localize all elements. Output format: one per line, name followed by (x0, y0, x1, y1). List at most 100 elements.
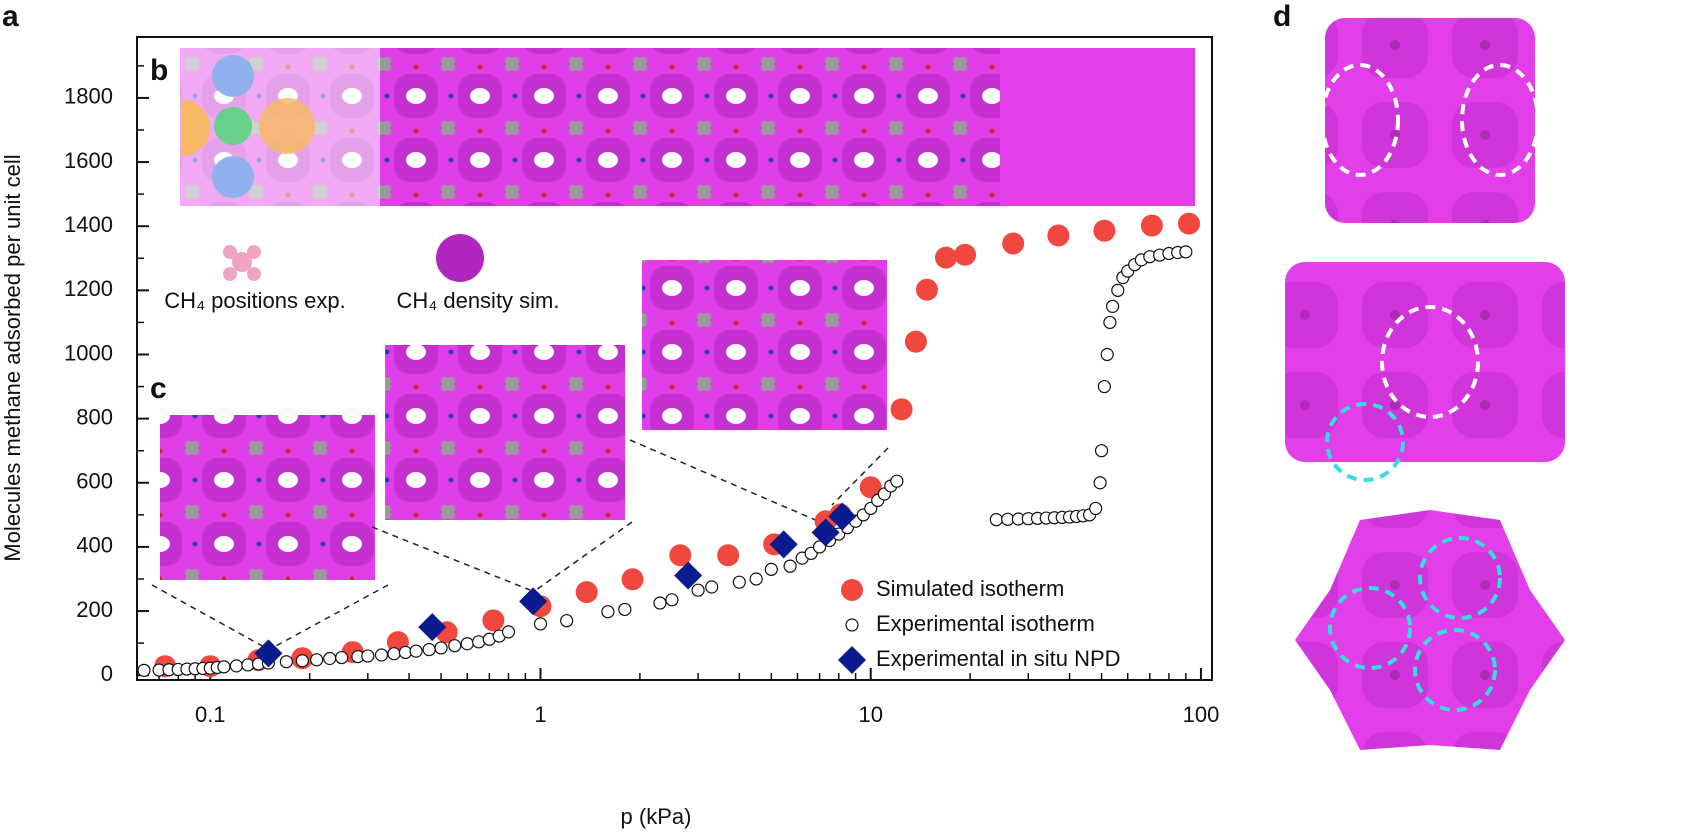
legend-marker (838, 646, 866, 674)
data-point (229, 659, 244, 673)
data-point (1002, 232, 1025, 255)
site (212, 156, 254, 198)
inset-structure (642, 260, 887, 430)
data-point (137, 663, 151, 677)
data-point (934, 246, 957, 269)
y-tick-label: 800 (76, 404, 113, 429)
legend-marker (845, 618, 859, 632)
strip-dense (1000, 48, 1195, 206)
data-point (409, 644, 423, 658)
data-point (915, 278, 938, 301)
data-point (1094, 444, 1109, 458)
data-point (1093, 476, 1107, 490)
data-point (749, 572, 763, 586)
data-point (1047, 224, 1070, 247)
data-point (448, 639, 462, 653)
data-point (560, 614, 574, 628)
data-point (1140, 214, 1163, 237)
data-point (621, 568, 644, 591)
y-tick-label: 1600 (64, 148, 113, 173)
inset-structure (160, 415, 375, 580)
data-point (1097, 379, 1111, 394)
y-tick-label: 400 (76, 533, 113, 558)
site (214, 107, 252, 145)
data-point (669, 544, 692, 567)
y-tick-label: 1800 (64, 84, 113, 109)
data-point (1179, 245, 1193, 259)
data-point (418, 613, 447, 642)
data-point (1100, 347, 1114, 362)
data-point (890, 398, 913, 421)
y-tick-label: 1400 (64, 212, 113, 237)
legend-marker (841, 579, 863, 601)
data-point (374, 648, 389, 662)
data-point (1111, 283, 1125, 297)
site (212, 55, 254, 97)
data-point (828, 502, 857, 531)
inset-legend: CH₄ positions exp. (164, 288, 345, 313)
x-axis-label: p (kPa) (621, 804, 692, 829)
data-point (717, 544, 740, 567)
data-point (217, 660, 231, 674)
data-point (890, 474, 904, 488)
y-tick-label: 600 (76, 469, 113, 494)
data-point (1178, 212, 1201, 235)
data-point (575, 581, 598, 604)
data-point (533, 617, 548, 631)
data-point (501, 625, 516, 639)
data-point (764, 562, 778, 576)
legend-label: Simulated isotherm (876, 576, 1064, 601)
site (259, 98, 315, 154)
data-point (954, 243, 977, 266)
data-point (989, 513, 1003, 527)
data-point (472, 635, 486, 649)
data-point (295, 654, 309, 668)
data-point (519, 587, 548, 616)
panel-d-view (1325, 18, 1535, 223)
data-point (859, 476, 882, 499)
data-point (811, 518, 840, 547)
panel-label: b (150, 54, 168, 87)
data-point (1105, 299, 1120, 313)
x-tick-label: 0.1 (195, 702, 226, 727)
data-point (1103, 315, 1117, 330)
x-tick-label: 100 (1183, 702, 1220, 727)
data-point (254, 639, 283, 668)
data-point (783, 559, 797, 573)
connectors (151, 439, 889, 649)
data-point (323, 651, 337, 666)
panel-label: a (2, 0, 19, 33)
inset-structure (385, 345, 625, 520)
panel-label: c (150, 372, 167, 405)
y-tick-label: 200 (76, 597, 113, 622)
data-point (335, 650, 349, 665)
data-point (618, 602, 632, 617)
data-point (279, 655, 293, 669)
site (182, 100, 210, 156)
data-point (674, 561, 703, 590)
panel-d-view (1295, 510, 1565, 750)
inset-legend: CH₄ density sim. (396, 288, 559, 313)
data-point (460, 637, 474, 651)
data-point (601, 605, 615, 619)
y-tick-label: 1000 (64, 340, 113, 365)
data-point (387, 647, 401, 661)
data-point (310, 653, 324, 667)
data-point (482, 609, 505, 632)
data-point (812, 540, 827, 554)
density-icon (436, 234, 484, 282)
plot-frame (136, 36, 1213, 681)
data-point (434, 641, 448, 655)
highlight (1320, 63, 1540, 419)
decorations (151, 18, 1565, 750)
y-tick-label: 0 (101, 661, 113, 686)
data-point (361, 649, 375, 663)
data-point (769, 530, 798, 559)
data-point (691, 583, 705, 597)
legend-label: Experimental isotherm (876, 611, 1095, 636)
y-tick-label: 1200 (64, 276, 113, 301)
ch4-icon (223, 245, 261, 281)
panel-d-view (1285, 262, 1565, 462)
data-point (1093, 219, 1116, 242)
